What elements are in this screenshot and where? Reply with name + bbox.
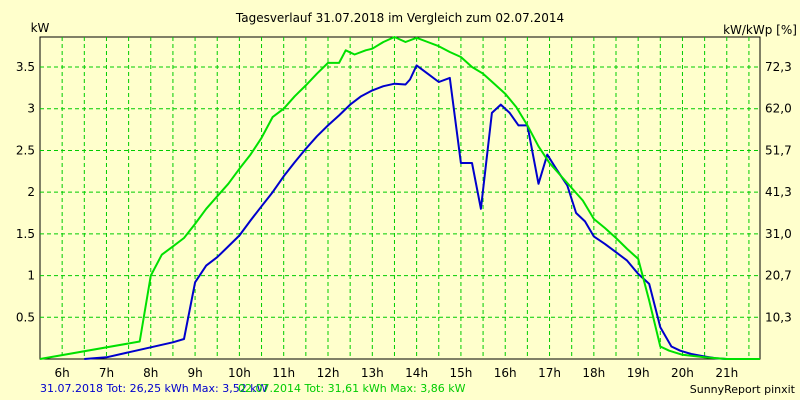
y-tick-label-right: 62,0 (765, 102, 792, 116)
x-tick-label: 10h (228, 366, 251, 380)
y-tick-label-right: 20,7 (765, 269, 792, 283)
y-tick-label-left: 3 (27, 102, 35, 116)
y-tick-label-left: 1 (27, 269, 35, 283)
x-tick-label: 9h (187, 366, 202, 380)
y-tick-label-right: 72,3 (765, 60, 792, 74)
x-tick-label: 17h (538, 366, 561, 380)
series-layer (39, 36, 760, 360)
series-line-2 (39, 36, 760, 360)
x-tick-label: 18h (582, 366, 605, 380)
x-tick-label: 12h (317, 366, 340, 380)
footer-series-1: 31.07.2018 Tot: 26,25 kWh Max: 3,52 kW (40, 382, 268, 395)
x-tick-label: 8h (143, 366, 158, 380)
plot-frame (39, 36, 761, 360)
x-tick-label: 20h (671, 366, 694, 380)
series-line-1 (84, 64, 749, 360)
x-tick-label: 11h (272, 366, 295, 380)
y-tick-label-right: 10,3 (765, 310, 792, 324)
footer-credit: SunnyReport pinxit (690, 383, 796, 396)
tick-labels: 6h 7h 8h 9h 10h 11h 12h 13h 14h 15h 16h 17h 18h 19h 20… (16, 60, 792, 380)
x-tick-label: 6h (55, 366, 70, 380)
x-tick-label: 15h (449, 366, 472, 380)
x-tick-label: 7h (99, 366, 114, 380)
x-tick-label: 16h (494, 366, 517, 380)
y-tick-label-left: 0.5 (16, 310, 35, 324)
y-tick-label-right: 51,7 (765, 143, 792, 157)
y-tick-label-right: 31,0 (765, 227, 792, 241)
y-tick-label-left: 2.5 (16, 143, 35, 157)
grid (39, 36, 761, 360)
y-tick-label-left: 3.5 (16, 60, 35, 74)
y-axis-label-right: kW/kWp [%] (723, 23, 797, 37)
x-tick-label: 14h (405, 366, 428, 380)
chart-title: Tagesverlauf 31.07.2018 im Vergleich zum… (235, 11, 564, 25)
y-axis-label-left: kW (31, 21, 50, 35)
x-tick-label: 21h (715, 366, 738, 380)
y-tick-label-left: 1.5 (16, 227, 35, 241)
x-tick-label: 13h (361, 366, 384, 380)
y-tick-label-right: 41,3 (765, 185, 792, 199)
footer-series-2: 02.07.2014 Tot: 31,61 kWh Max: 3,86 kW (238, 382, 466, 395)
y-tick-label-left: 2 (27, 185, 35, 199)
x-tick-label: 19h (627, 366, 650, 380)
